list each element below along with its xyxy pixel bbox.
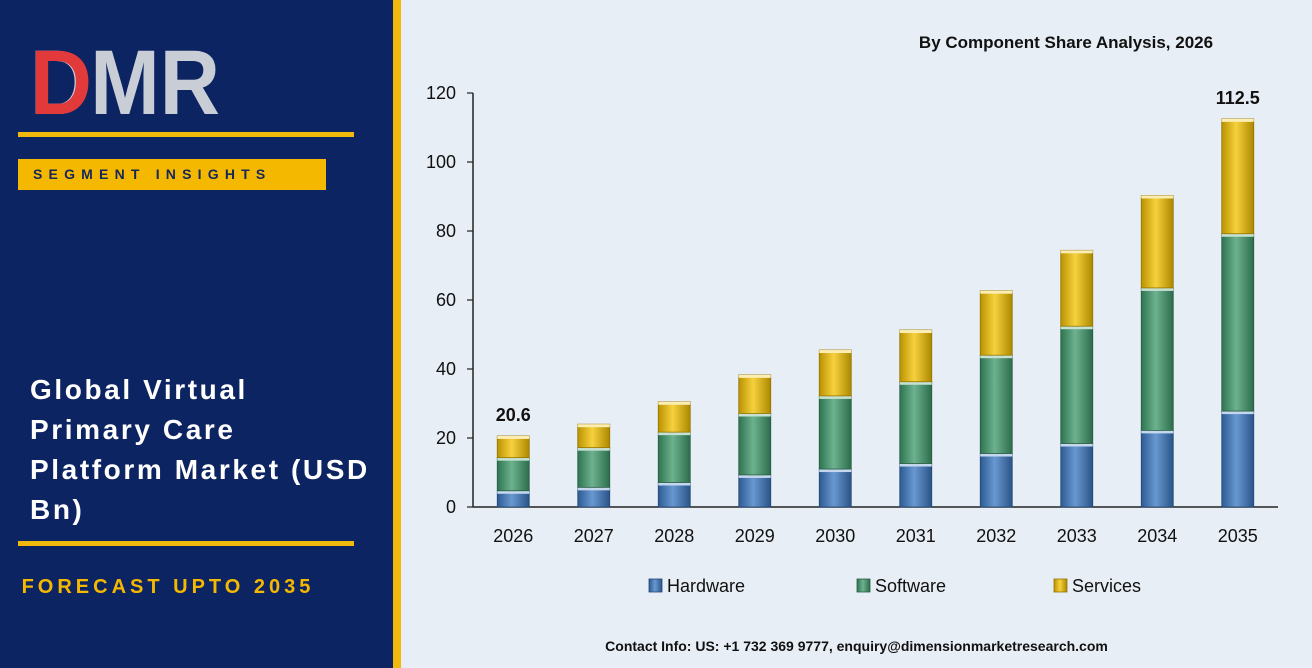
bar-software-2029 — [738, 413, 772, 476]
dmr-logo: DMR D — [30, 38, 220, 120]
bar-services-2026 — [496, 435, 530, 459]
y-tick-label: 120 — [426, 83, 456, 103]
bar-services-2029 — [738, 374, 772, 414]
contact-info: Contact Info: US: +1 732 369 9777, enqui… — [605, 638, 1108, 654]
x-tick-label: 2032 — [976, 526, 1016, 546]
bar-cap — [1221, 411, 1254, 415]
y-tick-label: 60 — [436, 290, 456, 310]
bar-services-2031 — [899, 329, 933, 383]
forecast-label: FORECAST UPTO 2035 — [21, 576, 315, 598]
bar-services-2033 — [1060, 249, 1094, 327]
bar-hardware-2035 — [1221, 410, 1255, 508]
bar-cap — [899, 463, 932, 467]
bar-services-2028 — [657, 401, 691, 433]
segment-badge: SEGMENT INSIGHTS — [18, 159, 326, 190]
bar-cap — [819, 469, 852, 473]
x-tick-label: 2026 — [493, 526, 533, 546]
bar-cap — [819, 395, 852, 399]
bar-services-2035 — [1221, 118, 1255, 235]
bar-cap — [577, 424, 610, 428]
bar-cap — [1221, 118, 1254, 122]
bar-services-2034 — [1140, 195, 1174, 289]
bar-cap — [1141, 430, 1174, 434]
bar-cap — [819, 350, 852, 354]
bar-software-2028 — [657, 431, 691, 483]
bar-cap — [1060, 443, 1093, 447]
bar-cap — [1141, 287, 1174, 291]
x-tick-label: 2033 — [1057, 526, 1097, 546]
bar-cap — [980, 355, 1013, 359]
bottom-rule — [18, 541, 354, 546]
legend-label-software: Software — [875, 576, 946, 596]
legend-swatch-software — [856, 578, 871, 593]
y-tick-label: 100 — [426, 152, 456, 172]
bar-software-2035 — [1221, 233, 1255, 412]
bar-cap — [497, 457, 530, 461]
bar-cap — [899, 381, 932, 385]
bar-software-2027 — [577, 447, 611, 488]
legend-label-services: Services — [1072, 576, 1141, 596]
x-tick-label: 2031 — [896, 526, 936, 546]
bar-services-2030 — [818, 349, 852, 397]
bar-hardware-2033 — [1060, 443, 1094, 508]
bar-software-2031 — [899, 381, 933, 464]
svg-text:D: D — [30, 38, 92, 120]
panel-accent-edge — [393, 0, 401, 668]
total-label-2026: 20.6 — [496, 405, 531, 425]
market-title: Global Virtual Primary Care Platform Mar… — [30, 374, 370, 525]
y-tick-label: 20 — [436, 428, 456, 448]
y-tick-label: 40 — [436, 359, 456, 379]
bar-hardware-2029 — [738, 474, 772, 508]
y-tick-label: 0 — [446, 497, 456, 517]
bar-cap — [658, 432, 691, 436]
bar-cap — [1060, 326, 1093, 330]
bar-cap — [497, 490, 530, 494]
stacked-bar-chart: By Component Share Analysis, 2026 0 20 40 60… — [426, 33, 1278, 596]
bar-software-2033 — [1060, 325, 1094, 444]
legend-swatch-hardware — [648, 578, 663, 593]
total-label-2035: 112.5 — [1216, 88, 1260, 108]
bar-cap — [980, 453, 1013, 457]
bar-cap — [1141, 195, 1174, 199]
bar-services-2032 — [979, 290, 1013, 356]
bar-software-2032 — [979, 354, 1013, 454]
x-tick-label: 2029 — [735, 526, 775, 546]
left-panel: DMR D SEGMENT INSIGHTS Global Virtual Pr… — [0, 0, 393, 668]
bar-software-2034 — [1140, 287, 1174, 431]
bar-cap — [577, 487, 610, 491]
x-tick-label: 2034 — [1137, 526, 1177, 546]
y-tick-label: 80 — [436, 221, 456, 241]
bar-hardware-2030 — [818, 468, 852, 508]
chart-title: By Component Share Analysis, 2026 — [919, 33, 1213, 52]
x-tick-label: 2028 — [654, 526, 694, 546]
bar-cap — [658, 482, 691, 486]
svg-text:DMR: DMR — [30, 38, 220, 120]
bar-software-2026 — [496, 457, 530, 492]
legend-label-hardware: Hardware — [667, 576, 745, 596]
bar-services-2027 — [577, 423, 611, 449]
bar-cap — [738, 474, 771, 478]
bar-cap — [497, 435, 530, 439]
bar-cap — [738, 413, 771, 417]
x-tick-label: 2030 — [815, 526, 855, 546]
x-tick-label: 2035 — [1218, 526, 1258, 546]
bar-hardware-2032 — [979, 453, 1013, 508]
bar-cap — [658, 401, 691, 405]
legend-swatch-services — [1053, 578, 1068, 593]
bar-cap — [980, 290, 1013, 294]
bar-cap — [1221, 233, 1254, 237]
x-tick-label: 2027 — [574, 526, 614, 546]
bar-cap — [899, 330, 932, 334]
bar-hardware-2034 — [1140, 430, 1174, 508]
bar-cap — [738, 374, 771, 378]
bar-cap — [1060, 250, 1093, 254]
bar-hardware-2031 — [899, 463, 933, 508]
top-rule — [18, 132, 354, 137]
bar-hardware-2028 — [657, 482, 691, 508]
bar-cap — [577, 447, 610, 451]
bar-software-2030 — [818, 395, 852, 470]
